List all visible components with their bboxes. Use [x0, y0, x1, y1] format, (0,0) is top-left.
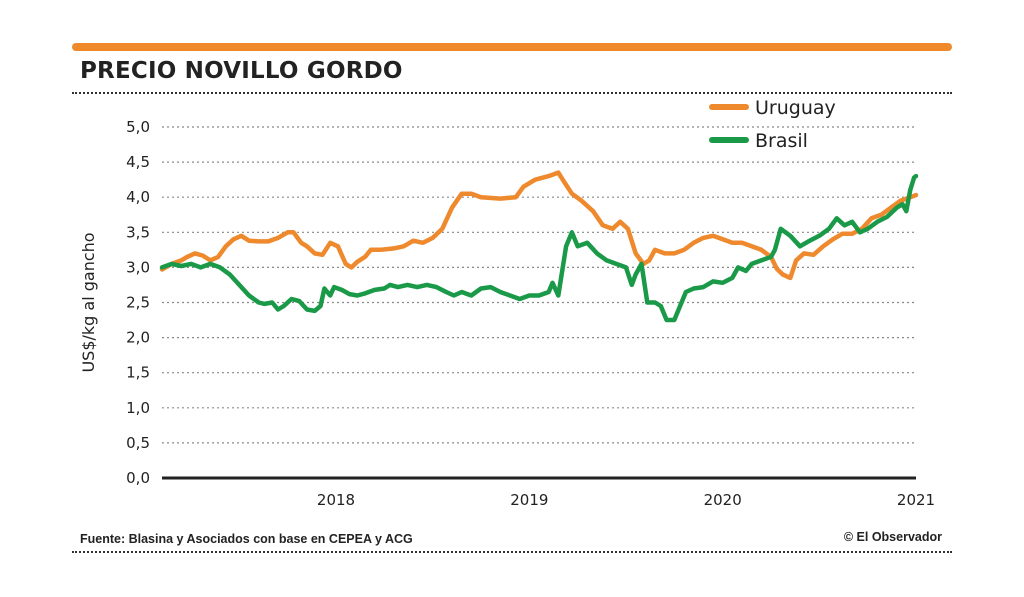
x-tick-label: 2020 [704, 491, 742, 509]
y-tick-label: 3,5 [126, 223, 150, 241]
y-tick-label: 4,0 [126, 188, 150, 206]
title-divider [72, 92, 952, 94]
legend-label-uruguay: Uruguay [755, 97, 836, 119]
footer-divider [72, 551, 952, 553]
y-tick-label: 1,0 [126, 399, 150, 417]
y-tick-label: 0,5 [126, 434, 150, 452]
y-tick-label: 2,5 [126, 294, 150, 312]
y-tick-label: 0,0 [126, 469, 150, 487]
y-tick-label: 3,0 [126, 258, 150, 276]
legend-label-brasil: Brasil [755, 130, 808, 152]
y-tick-label: 1,5 [126, 364, 150, 382]
x-tick-label: 2018 [317, 491, 355, 509]
y-tick-label: 4,5 [126, 153, 150, 171]
series-line-uruguay [159, 170, 919, 281]
source-note: Fuente: Blasina y Asociados con base en … [80, 532, 413, 546]
series-line-brasil [159, 173, 919, 323]
x-tick-label: 2019 [510, 491, 548, 509]
y-axis-title: US$/kg al gancho [79, 232, 98, 372]
top-accent-bar [72, 43, 952, 51]
y-tick-label: 5,0 [126, 118, 150, 136]
y-tick-label: 2,0 [126, 329, 150, 347]
chart-title: PRECIO NOVILLO GORDO [80, 58, 403, 84]
credit-note: © El Observador [843, 530, 942, 544]
x-tick-label: 2021 [897, 491, 935, 509]
